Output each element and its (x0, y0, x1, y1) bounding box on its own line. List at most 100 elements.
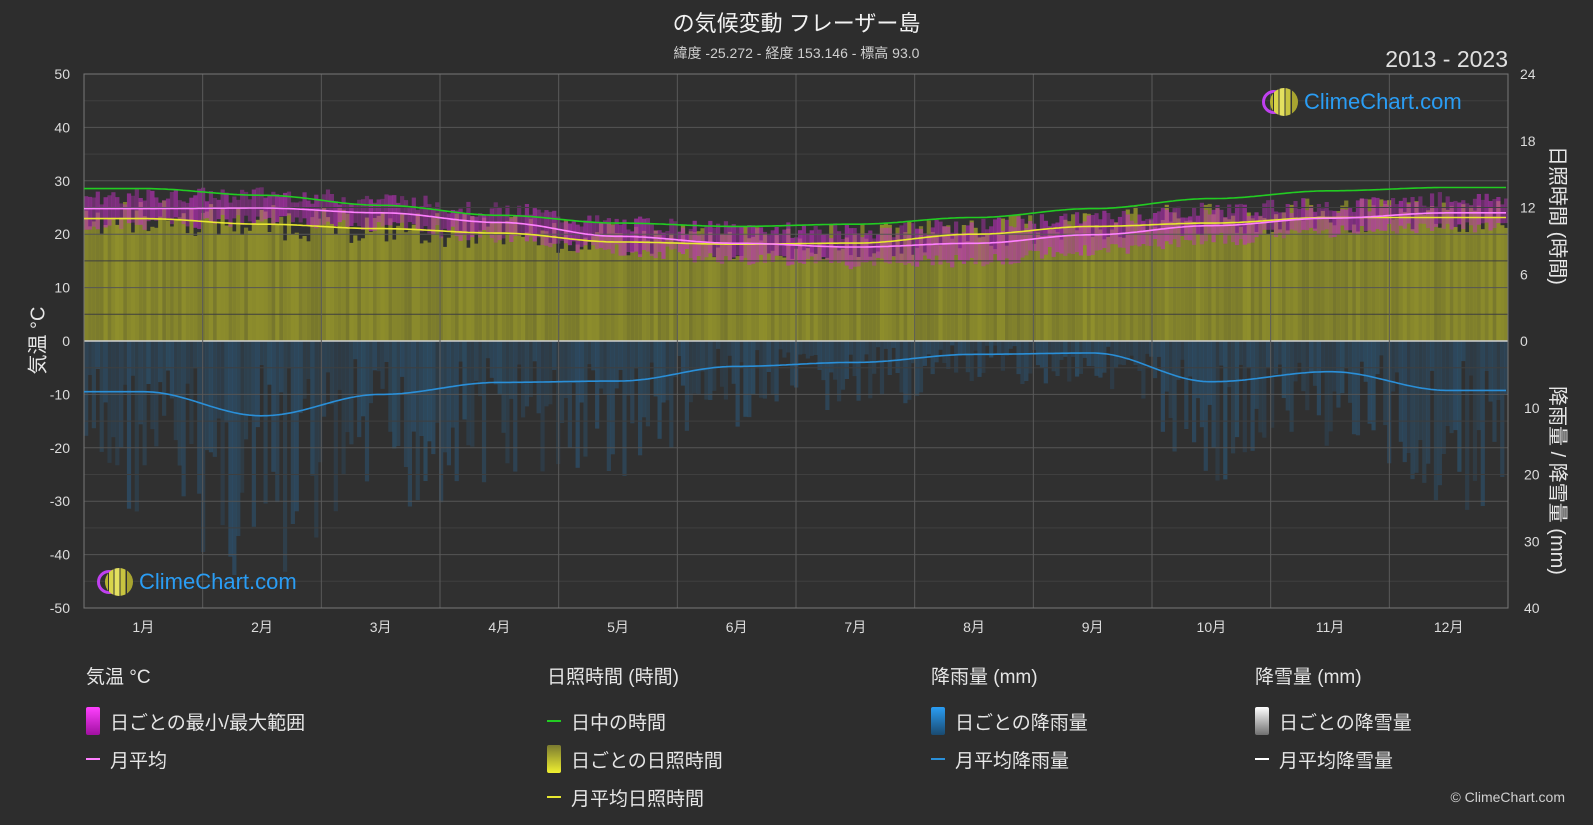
daily-rain-bar (1188, 341, 1193, 377)
daily-rain-bar (466, 341, 471, 446)
daily-sunshine-bar (1231, 215, 1236, 341)
daily-rain-bar (169, 341, 175, 399)
daily-sunshine-bar (840, 248, 846, 341)
daily-temp-range-bar (790, 237, 795, 265)
daily-temp-range-bar (1367, 211, 1372, 231)
daily-temp-range-bar (134, 188, 139, 225)
daily-sunshine-bar (1492, 216, 1497, 341)
daily-rain-bar (1297, 341, 1302, 363)
daily-temp-range-bar (969, 222, 974, 258)
daily-sunshine-bar (1164, 204, 1169, 341)
daily-temp-range-bar (848, 228, 853, 270)
daily-rain-bar (1266, 341, 1271, 368)
daily-rain-bar (333, 341, 338, 512)
daily-rain-bar (1320, 341, 1325, 372)
daily-sunshine-bar (154, 227, 159, 341)
daily-rain-bar (719, 341, 725, 387)
daily-rain-bar (610, 341, 615, 455)
daily-sunshine-bar (817, 244, 822, 341)
daily-sunshine-bar (1324, 217, 1329, 341)
daily-rain-bar (181, 341, 186, 497)
daily-rain-bar (1312, 341, 1318, 386)
daily-sunshine-bar (220, 207, 225, 341)
daily-rain-bar (1324, 341, 1329, 446)
daily-sunshine-bar (1152, 227, 1158, 341)
daily-rain-bar (899, 341, 904, 393)
daily-temp-range-bar (1137, 214, 1142, 247)
daily-temp-range-bar (431, 208, 436, 235)
daily-rain-bar (154, 341, 159, 447)
daily-rain-bar (766, 341, 771, 372)
daily-sunshine-bar (606, 223, 611, 341)
daily-temp-range-bar (228, 202, 233, 227)
daily-rain-bar (727, 341, 732, 356)
daily-temp-range-bar (1297, 208, 1302, 233)
daily-sunshine-bar (357, 240, 362, 341)
daily-sunshine-bar (212, 223, 217, 341)
logo-top[interactable]: ClimeChart.com (1262, 88, 1462, 116)
daily-sunshine-bar (267, 232, 272, 341)
daily-temp-range-bar (368, 199, 373, 232)
daily-rain-bar (462, 341, 467, 420)
y-right-top-tick-label: 0 (1520, 333, 1528, 349)
daily-sunshine-bar (177, 217, 182, 341)
daily-rain-bar (1098, 341, 1103, 378)
daily-sunshine-bar (965, 241, 970, 341)
daily-sunshine-bar (598, 223, 604, 341)
daily-sunshine-bar (1383, 204, 1388, 341)
daily-rain-bar (1472, 341, 1478, 481)
daily-rain-bar (606, 341, 611, 471)
daily-rain-bar (1059, 341, 1064, 360)
daily-sunshine-bar (751, 236, 756, 341)
daily-rain-bar (1231, 341, 1236, 454)
daily-sunshine-bar (353, 235, 358, 341)
daily-rain-bar (571, 341, 576, 383)
daily-temp-range-bar (868, 230, 873, 261)
daily-sunshine-bar (1117, 237, 1123, 341)
daily-rain-bar (1012, 341, 1017, 347)
daily-rain-bar (544, 341, 549, 407)
daily-sunshine-bar (1102, 239, 1107, 341)
daily-rain-bar (302, 341, 307, 399)
daily-temp-range-bar (1293, 201, 1298, 231)
daily-sunshine-bar (1012, 215, 1017, 341)
daily-sunshine-bar (825, 257, 830, 341)
daily-temp-range-bar (485, 215, 491, 232)
daily-sunshine-bar (1188, 220, 1193, 341)
daily-rain-bar (419, 341, 424, 436)
daily-sunshine-bar (645, 240, 650, 341)
daily-temp-range-bar (259, 187, 264, 222)
daily-rain-bar (1449, 341, 1454, 434)
daily-temp-range-bar (575, 224, 580, 253)
daily-sunshine-bar (1500, 225, 1505, 341)
daily-temp-range-bar (423, 195, 428, 227)
daily-rain-bar (204, 341, 210, 451)
daily-rain-bar (1207, 341, 1212, 405)
daily-sunshine-bar (1067, 221, 1072, 341)
daily-rain-bar (361, 341, 366, 417)
daily-temp-range-bar (1480, 199, 1485, 224)
y-right-bottom-tick-label: 20 (1524, 467, 1540, 483)
daily-rain-bar (450, 341, 455, 428)
daily-temp-range-bar (595, 215, 600, 249)
daily-rain-bar (1367, 341, 1372, 424)
daily-sunshine-bar (946, 225, 951, 341)
daily-temp-range-bar (290, 202, 295, 223)
daily-rain-bar (833, 341, 838, 380)
daily-rain-bar (446, 341, 452, 466)
daily-rain-bar (158, 341, 163, 383)
daily-sunshine-bar (478, 230, 483, 341)
daily-rain-bar (821, 341, 826, 381)
daily-temp-range-bar (1152, 213, 1158, 240)
daily-rain-bar (1351, 341, 1357, 435)
daily-temp-range-bar (345, 204, 350, 228)
daily-rain-bar (677, 341, 682, 356)
daily-sunshine-bar (805, 248, 810, 341)
logo-bottom[interactable]: ClimeChart.com (97, 568, 297, 596)
daily-temp-range-bar (1149, 218, 1154, 246)
daily-sunshine-bar (1316, 216, 1322, 341)
daily-temp-range-bar (489, 208, 494, 239)
daily-sunshine-bar (782, 257, 787, 341)
daily-sunshine-bar (649, 253, 654, 341)
daily-sunshine-bar (1008, 215, 1013, 341)
